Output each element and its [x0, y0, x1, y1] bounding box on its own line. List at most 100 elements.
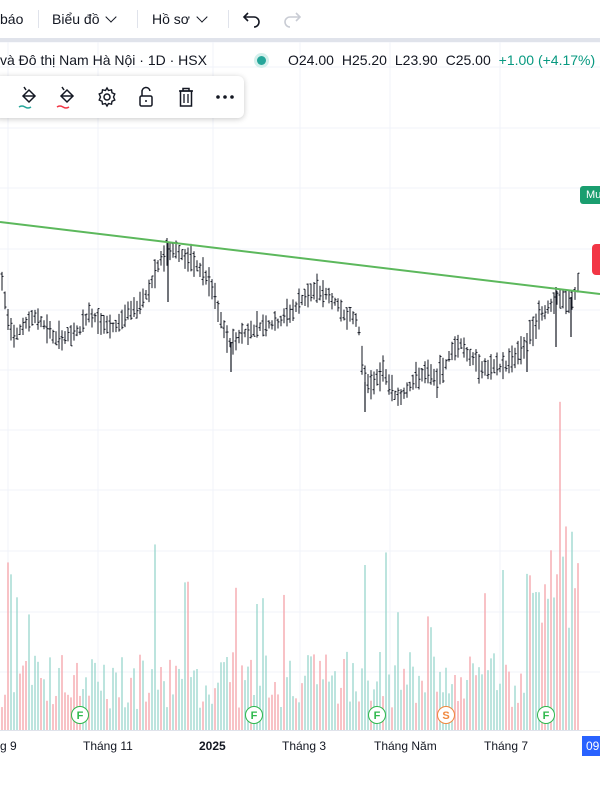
undo-icon[interactable]: [242, 10, 262, 28]
volume-bar: [55, 695, 57, 730]
volume-bar: [199, 707, 201, 730]
ohlc-bar: [549, 298, 553, 312]
event-badge[interactable]: F: [245, 706, 263, 724]
ohlc-bar: [333, 297, 337, 306]
ohlc-bar: [423, 361, 427, 384]
ohlc-bar: [60, 330, 64, 351]
volume-bar: [46, 700, 48, 730]
xaxis-label: Tháng 11: [83, 739, 133, 753]
ohlc-bar: [168, 241, 172, 261]
volume-bar: [61, 655, 63, 730]
volume-bar: [556, 574, 558, 730]
ohlc-bar: [249, 320, 253, 339]
ohlc-bar: [150, 275, 154, 289]
volume-bar: [409, 652, 411, 730]
volume-bar: [325, 654, 327, 730]
volume-bar: [466, 679, 468, 730]
price-tag-green[interactable]: Mu: [580, 186, 600, 204]
volume-bar: [223, 662, 225, 730]
ohlc-bar: [288, 304, 292, 323]
volume-bar: [400, 689, 402, 730]
symbol-title[interactable]: và Đô thị Nam Hà Nội · 1D · HSX: [0, 52, 207, 68]
ohlc-bar: [468, 348, 472, 367]
volume-bar: [118, 697, 120, 730]
volume-bar: [304, 675, 306, 730]
ohlc-bar: [312, 282, 316, 300]
ohlc-bar: [309, 283, 313, 302]
volume-bar: [58, 667, 60, 730]
ohlc-bar: [336, 298, 340, 312]
ohlc-bar: [486, 359, 490, 380]
ohlc-bar: [270, 320, 274, 330]
xaxis-label: Tháng Năm: [374, 739, 437, 753]
time-axis[interactable]: g 9 Tháng 11 2025 Tháng 3 Tháng Năm Thán…: [0, 730, 600, 761]
paint-bucket-alt-icon[interactable]: [54, 85, 78, 109]
volume-bar: [172, 694, 174, 730]
ohlc-bar: [186, 247, 190, 272]
volume-bar: [268, 697, 270, 730]
volume-bar: [64, 692, 66, 730]
ohlc-bar: [552, 292, 556, 315]
ohlc-bar: [384, 369, 388, 385]
alerts-menu[interactable]: báo: [0, 11, 24, 27]
ohlc-bar: [234, 332, 238, 351]
ohlc-bar: [300, 294, 304, 306]
event-badge[interactable]: F: [71, 706, 89, 724]
ohlc-bar: [0, 271, 4, 291]
ohlc-bar: [570, 290, 574, 310]
ohlc-bar: [489, 354, 493, 380]
ohlc-bar: [321, 280, 325, 308]
event-badge[interactable]: F: [537, 706, 555, 724]
ohlc-bar: [318, 285, 322, 301]
ohlc-bar: [45, 314, 49, 344]
volume-bar: [490, 658, 492, 730]
volume-bar: [196, 669, 198, 730]
settings-gear-icon[interactable]: [95, 85, 119, 109]
ohlc-bar: [24, 316, 28, 329]
ohlc-bar: [498, 363, 502, 373]
event-badge[interactable]: S: [437, 706, 455, 724]
chart-menu[interactable]: Biểu đồ: [52, 9, 118, 29]
ohlc-bar: [180, 249, 184, 261]
volume-bar: [553, 597, 555, 730]
ohlc-bar: [504, 360, 508, 372]
ohlc-bar: [495, 352, 499, 376]
volume-bar: [460, 677, 462, 730]
ohlc-bar: [153, 259, 157, 289]
volume-bar: [52, 704, 54, 730]
volume-bar: [148, 692, 150, 730]
ohlc-bar: [195, 260, 199, 272]
paint-bucket-icon[interactable]: [16, 85, 40, 109]
volume-bar: [13, 692, 15, 730]
profile-menu[interactable]: Hồ sơ: [152, 9, 208, 29]
ohlc-bar: [345, 307, 349, 330]
price-chart[interactable]: [0, 42, 600, 730]
redo-icon[interactable]: [282, 10, 302, 28]
volume-bar: [349, 701, 351, 730]
price-tag-red[interactable]: [592, 244, 600, 275]
volume-bar: [289, 660, 291, 730]
event-badge[interactable]: F: [368, 706, 386, 724]
trash-icon[interactable]: [174, 85, 198, 109]
volume-bar: [28, 614, 30, 730]
trend-line[interactable]: [0, 221, 600, 295]
ohlc-bar: [129, 300, 133, 320]
ohlc-bar: [357, 326, 361, 336]
unlock-icon[interactable]: [134, 85, 158, 109]
ohlc-bar: [297, 288, 301, 314]
ohlc-bar: [354, 313, 358, 327]
more-icon[interactable]: [213, 85, 237, 109]
ohlc-bar: [15, 327, 19, 340]
volume-bar: [271, 694, 273, 730]
volume-bar: [34, 655, 36, 730]
volume-bar: [10, 574, 12, 730]
ohlc-bar: [33, 309, 37, 324]
volume-bar: [334, 671, 336, 730]
ohlc-bar: [540, 306, 544, 321]
ohlc-bar: [117, 313, 121, 332]
volume-bar: [247, 666, 249, 730]
volume-bar: [517, 702, 519, 730]
volume-bar: [352, 663, 354, 730]
ohlc-bar: [12, 324, 16, 348]
volume-bar: [469, 656, 471, 730]
